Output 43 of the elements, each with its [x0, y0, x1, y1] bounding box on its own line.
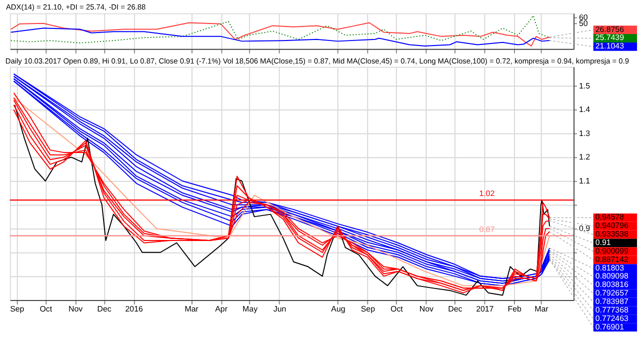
annotation: 0.777368	[595, 305, 629, 314]
x-tick-label: Oct	[390, 304, 404, 314]
x-tick-label: Dec	[448, 304, 462, 314]
y-tick-label: 1.1	[578, 176, 591, 186]
annotation: 0.900099	[595, 246, 629, 256]
y-tick-label: 60	[578, 12, 588, 22]
x-tick-label: Nov	[419, 304, 434, 314]
x-tick-label: Oct	[40, 304, 53, 314]
annotation: 0.940796	[595, 221, 629, 230]
y-tick-label: 0.9	[578, 224, 591, 234]
annotation: 0.76901	[595, 322, 625, 332]
annotation: 0.933538	[595, 230, 629, 239]
annotation: 0.783987	[595, 297, 628, 306]
annotation: 0.887142	[595, 254, 628, 264]
annotation: 0.809098	[595, 272, 629, 281]
x-tick-label: Sep	[10, 304, 25, 314]
annotation: 26.8756	[595, 24, 625, 34]
x-tick-label: May	[242, 304, 258, 314]
annotation: 25.7439	[595, 33, 625, 42]
y-tick-label: 1.3	[578, 128, 591, 138]
ref-line-label: 1.02	[479, 189, 495, 198]
y-tick-label: 1.2	[578, 152, 590, 162]
annotation: 0.91	[595, 238, 612, 247]
annotation: 0.803816	[595, 280, 629, 290]
ref-line-label: 0.87	[479, 224, 495, 234]
y-tick-label: 1.4	[578, 105, 591, 114]
annotation: 21.1043	[595, 42, 625, 51]
x-tick-label: Nov	[68, 304, 83, 314]
y-tick-label: 1.5	[578, 81, 591, 90]
annotation: 0.772463	[595, 314, 629, 323]
annotation: 0.792657	[595, 288, 628, 298]
x-tick-label: Apr	[215, 304, 228, 314]
x-tick-label: Aug	[331, 304, 346, 314]
x-tick-label: Feb	[508, 304, 522, 314]
annotation: 0.81803	[595, 263, 625, 272]
x-tick-label: 2017	[476, 304, 494, 314]
x-tick-label: Sep	[360, 304, 376, 314]
x-tick-label: Dec	[97, 304, 112, 314]
x-tick-label: Mar	[534, 304, 549, 314]
x-tick-label: 2016	[125, 304, 144, 314]
annotation: 0.94578	[595, 212, 625, 222]
x-tick-label: Jun	[273, 304, 286, 314]
x-tick-label: Mar	[184, 304, 199, 314]
